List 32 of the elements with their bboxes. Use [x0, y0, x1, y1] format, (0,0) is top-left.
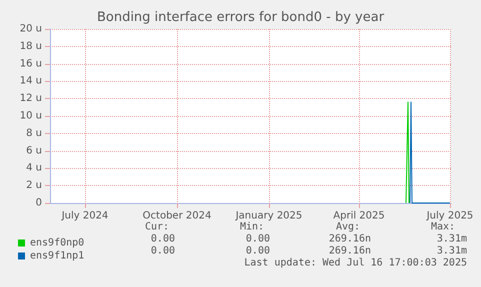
chart-title: Bonding interface errors for bond0 - by year	[96, 10, 385, 25]
text: 0.00	[150, 246, 175, 256]
text: Cur:	[145, 222, 170, 232]
x-tick-label: July 2024	[60, 210, 108, 222]
text: 0.00	[150, 234, 175, 244]
x-tick-label: July 2025	[426, 210, 474, 222]
text: 0.00	[246, 246, 270, 256]
y-tick-label: 12 u	[20, 93, 42, 104]
y-tick-label: 10 u	[20, 110, 42, 122]
y-tick-label: 20 u	[20, 24, 42, 34]
y-tick-label: 4 u	[26, 162, 42, 174]
y-tick-label: 8 u	[26, 128, 42, 139]
y-tick-label: 0	[36, 198, 42, 208]
y-tick-label: 2 u	[26, 180, 42, 192]
y-tick-label: 14 u	[20, 76, 42, 87]
y-tick-label: 6 u	[26, 145, 42, 156]
text: Avg:	[336, 222, 360, 232]
legend-label: ens9f1np1	[30, 250, 84, 262]
text: 3.31m	[436, 246, 467, 256]
y-tick-label: 18 u	[20, 40, 42, 52]
text: 269.16n	[328, 246, 371, 256]
legend-label: ens9f0np0	[30, 238, 84, 248]
text: Max:	[431, 222, 456, 232]
x-tick-label: April 2025	[333, 210, 385, 222]
text: 269.16n	[328, 234, 371, 244]
text: Last update: Wed Jul 16 17:00:03 2025	[244, 258, 467, 268]
text: 0.00	[246, 234, 270, 244]
text: Min:	[240, 222, 264, 232]
x-tick-label: January 2025	[234, 210, 302, 222]
y-tick-label: 16 u	[20, 58, 42, 70]
x-tick-label: October 2024	[142, 210, 212, 222]
text: 3.31m	[436, 234, 467, 244]
